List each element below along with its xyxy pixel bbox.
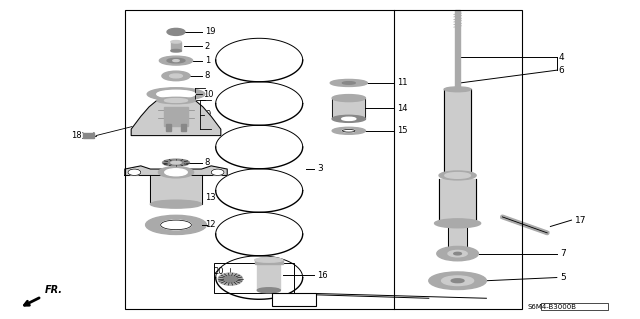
Ellipse shape	[257, 257, 280, 263]
Ellipse shape	[171, 41, 181, 43]
Text: 8: 8	[205, 158, 210, 167]
Ellipse shape	[255, 258, 283, 262]
Circle shape	[128, 169, 141, 175]
Ellipse shape	[342, 82, 355, 84]
Bar	[272, 293, 316, 306]
Bar	[181, 124, 186, 131]
Bar	[150, 175, 202, 204]
Text: 9: 9	[205, 110, 211, 119]
Text: 16: 16	[317, 271, 328, 280]
Ellipse shape	[436, 247, 479, 261]
Ellipse shape	[223, 276, 237, 283]
Polygon shape	[125, 166, 227, 175]
Text: 11: 11	[397, 78, 407, 87]
Text: 8: 8	[205, 71, 210, 80]
Text: 6: 6	[559, 66, 564, 75]
Bar	[255, 260, 283, 264]
Text: 17: 17	[575, 216, 586, 225]
Bar	[257, 260, 280, 290]
Bar	[171, 42, 181, 51]
Ellipse shape	[442, 276, 474, 286]
Text: S6M4-B3000B: S6M4-B3000B	[527, 304, 576, 310]
Text: 13: 13	[205, 193, 216, 202]
Ellipse shape	[171, 161, 181, 164]
Polygon shape	[131, 100, 221, 136]
Ellipse shape	[429, 272, 486, 290]
Text: 1: 1	[205, 56, 210, 65]
Text: 12: 12	[205, 220, 215, 229]
Ellipse shape	[435, 219, 481, 228]
Ellipse shape	[257, 288, 280, 293]
Ellipse shape	[332, 127, 365, 134]
Ellipse shape	[332, 115, 365, 122]
Ellipse shape	[445, 173, 470, 178]
Text: 5: 5	[560, 273, 566, 282]
Ellipse shape	[218, 273, 243, 285]
Bar	[164, 107, 188, 126]
Ellipse shape	[167, 58, 185, 63]
Ellipse shape	[342, 117, 356, 120]
Ellipse shape	[147, 88, 205, 100]
Text: 2: 2	[205, 42, 210, 51]
Bar	[448, 223, 467, 249]
Ellipse shape	[164, 99, 188, 102]
Bar	[444, 89, 471, 175]
Bar	[439, 179, 476, 223]
Text: 18: 18	[71, 131, 82, 140]
Text: 20: 20	[214, 267, 224, 276]
Ellipse shape	[330, 79, 367, 86]
Ellipse shape	[444, 87, 471, 92]
Ellipse shape	[342, 130, 355, 132]
Ellipse shape	[165, 169, 188, 176]
Ellipse shape	[451, 279, 464, 283]
Ellipse shape	[171, 49, 181, 52]
Bar	[214, 263, 294, 293]
Ellipse shape	[448, 250, 467, 257]
Text: 14: 14	[397, 104, 407, 113]
Ellipse shape	[150, 200, 202, 208]
Bar	[125, 10, 522, 309]
Bar	[455, 10, 460, 89]
Text: 10: 10	[204, 90, 214, 99]
Bar	[332, 98, 365, 119]
Ellipse shape	[159, 56, 193, 65]
Text: B-29: B-29	[282, 294, 305, 303]
Text: FR.: FR.	[45, 285, 63, 295]
Text: 7: 7	[560, 249, 566, 258]
Ellipse shape	[163, 159, 189, 166]
Text: 15: 15	[397, 126, 407, 135]
Ellipse shape	[439, 171, 476, 180]
Ellipse shape	[170, 74, 182, 78]
Ellipse shape	[146, 215, 206, 234]
Circle shape	[211, 169, 224, 175]
Ellipse shape	[173, 60, 179, 62]
Text: 3: 3	[317, 164, 323, 173]
Ellipse shape	[167, 28, 185, 35]
Ellipse shape	[157, 97, 195, 104]
Ellipse shape	[454, 252, 461, 255]
Bar	[166, 124, 171, 131]
Ellipse shape	[332, 95, 365, 101]
Bar	[541, 303, 608, 310]
Ellipse shape	[157, 90, 195, 98]
Ellipse shape	[161, 220, 191, 230]
Ellipse shape	[162, 71, 190, 81]
Text: 4: 4	[559, 53, 564, 62]
Ellipse shape	[159, 167, 193, 178]
Bar	[83, 133, 94, 138]
Text: 19: 19	[205, 27, 215, 36]
